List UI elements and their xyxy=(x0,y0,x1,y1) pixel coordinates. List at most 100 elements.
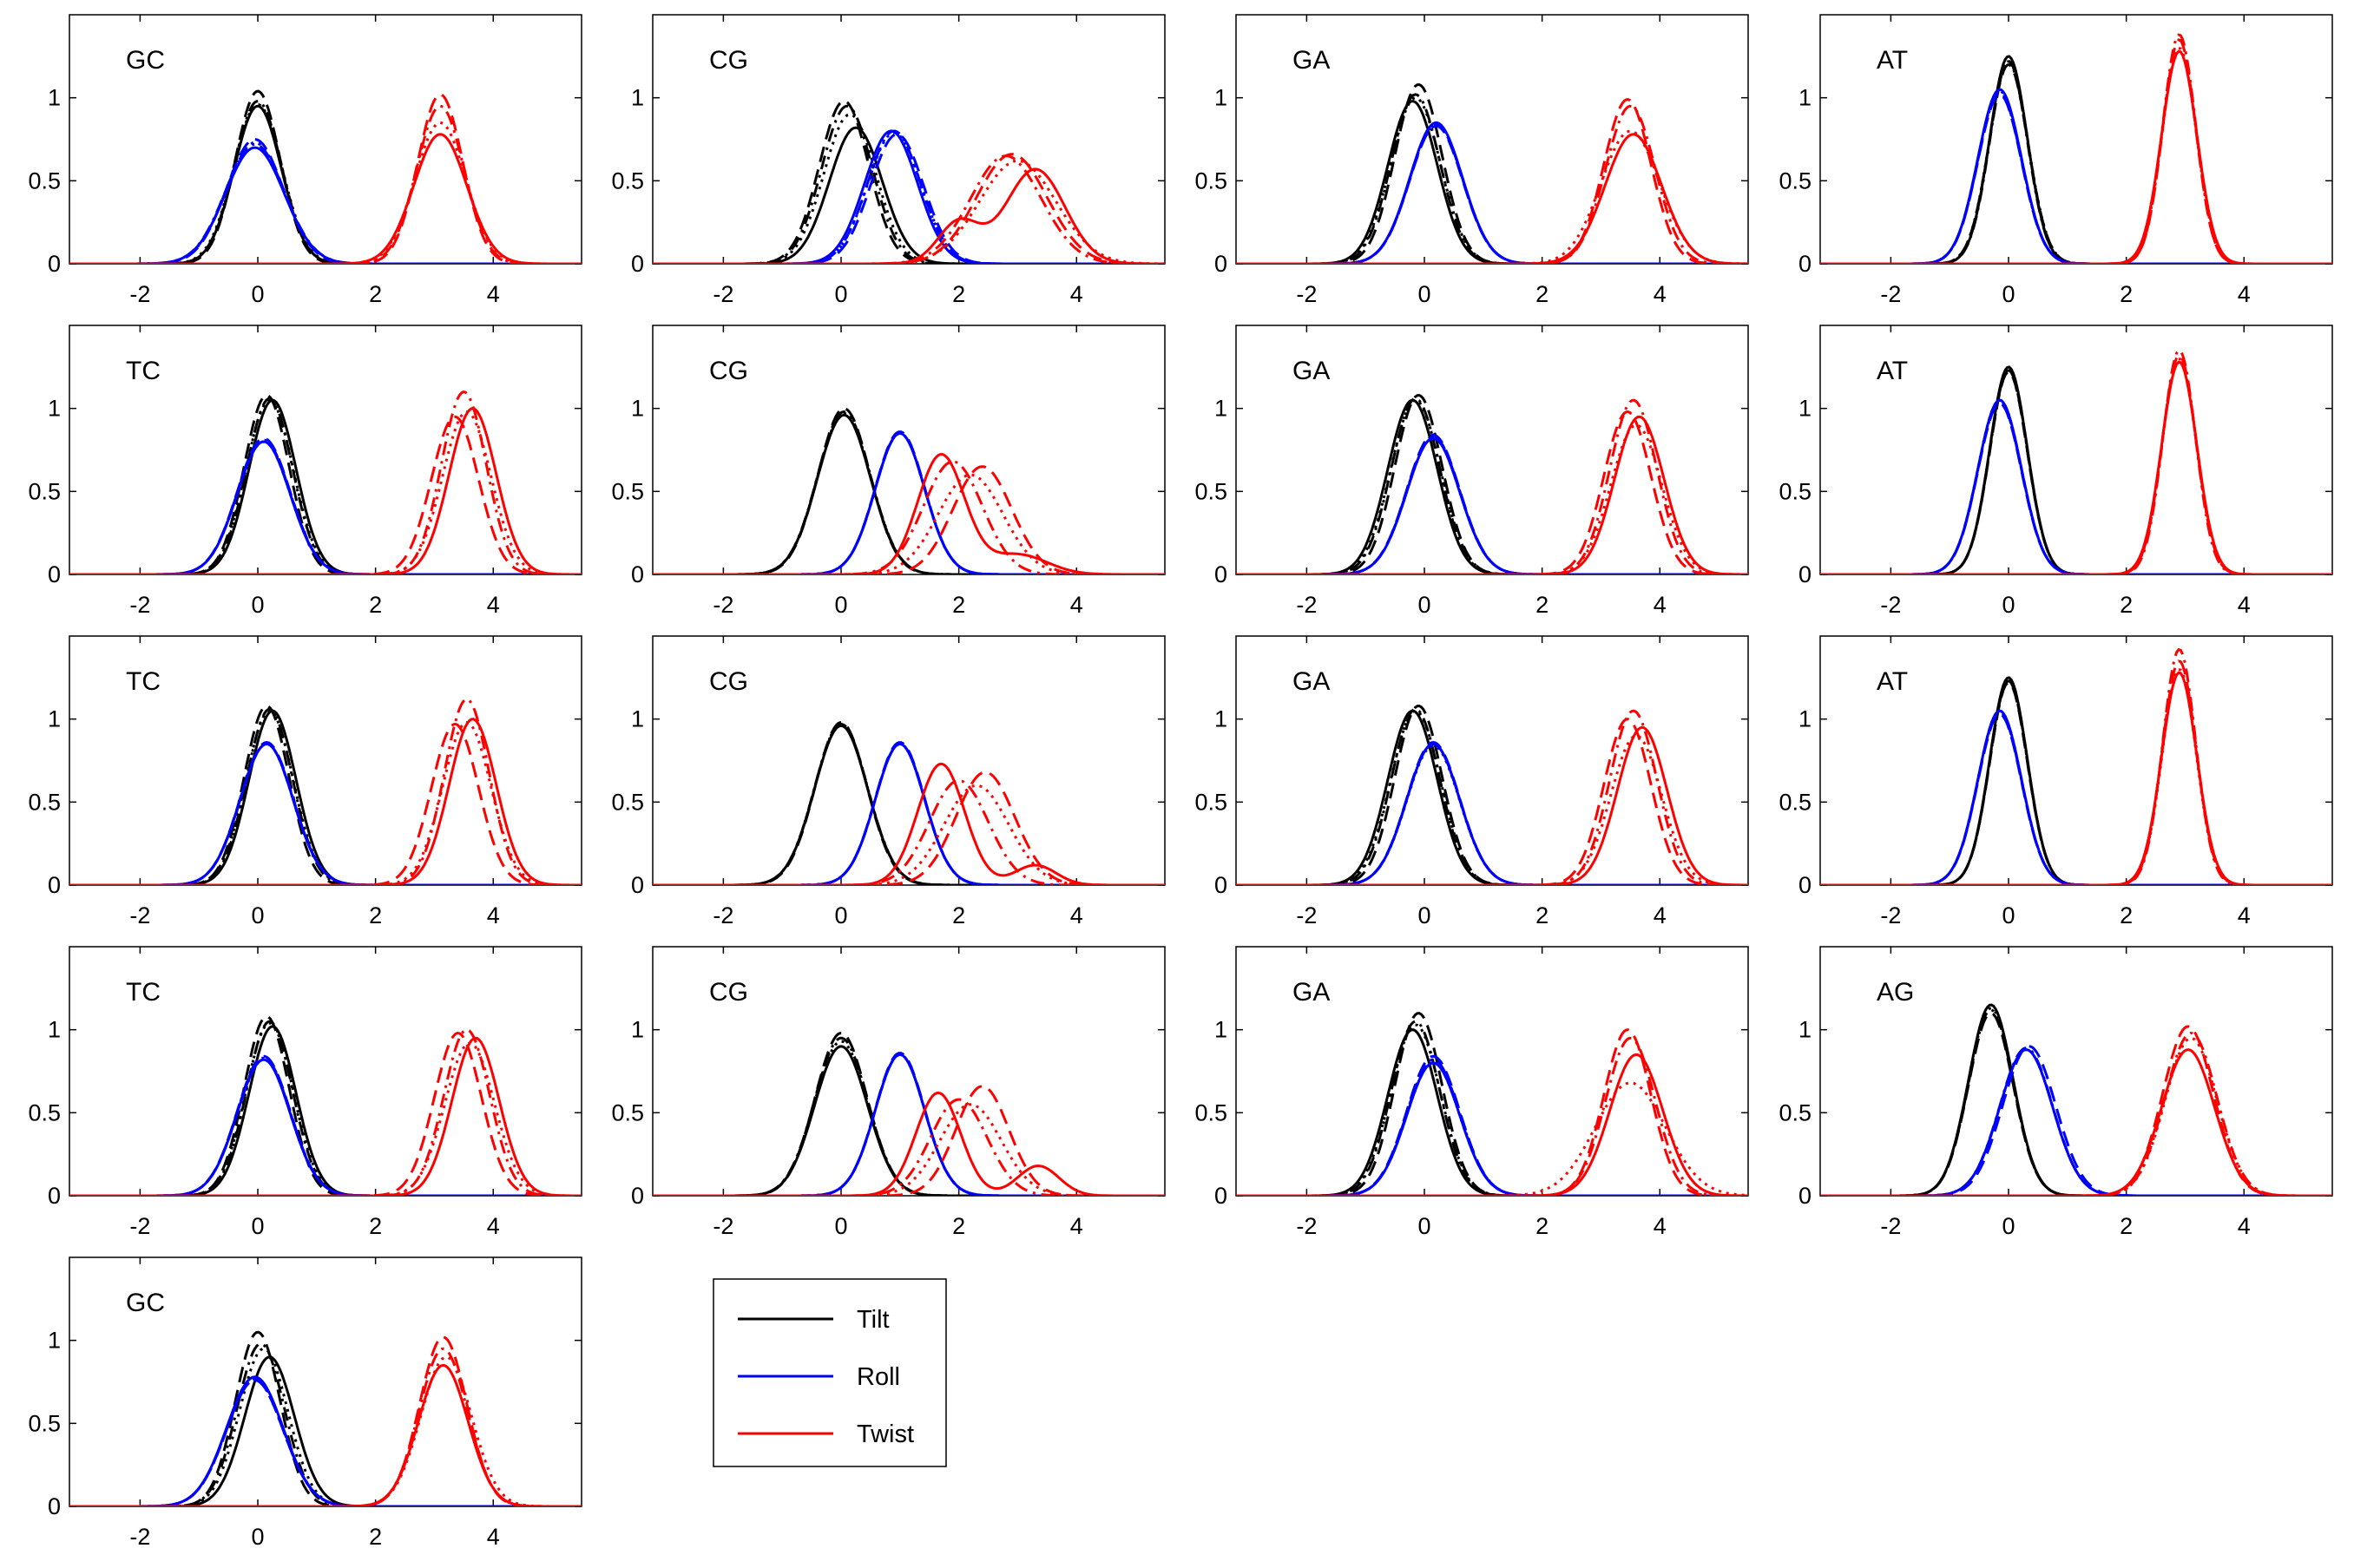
twist-curve-dashdot xyxy=(1820,1031,2332,1196)
curves xyxy=(69,89,582,264)
roll-curve-solid xyxy=(653,129,1165,264)
subplot-title: CG xyxy=(709,667,748,696)
axes-frame xyxy=(652,635,1166,886)
y-tick-label: 0.5 xyxy=(28,1410,61,1436)
y-tick-label: 1 xyxy=(631,706,644,732)
y-tick-label: 0.5 xyxy=(28,167,61,194)
subplot-title: AT xyxy=(1877,46,1908,75)
twist-curve-solid xyxy=(1236,725,1748,885)
y-tick-label: 0 xyxy=(1798,872,1812,898)
x-tick-label: 4 xyxy=(2238,592,2251,618)
x-tick-label: 0 xyxy=(1417,1213,1430,1239)
x-tick-label: 2 xyxy=(952,902,965,928)
x-tick-label: 4 xyxy=(2238,281,2251,307)
x-tick-label: 2 xyxy=(1535,592,1549,618)
y-tick-label: 0 xyxy=(1798,251,1812,277)
roll-curve-dashed xyxy=(1820,1045,2332,1196)
subplot-tc-3-0: -2 0 2 4 0 0.5 1 TC xyxy=(28,946,582,1239)
y-tick-label: 0 xyxy=(48,872,61,898)
y-tick-label: 0.5 xyxy=(1194,478,1227,504)
curves xyxy=(1236,82,1748,264)
x-tick-label: -2 xyxy=(129,1213,150,1239)
roll-curve-dashdot xyxy=(653,432,1165,574)
x-tick-label: -2 xyxy=(1296,1213,1317,1239)
x-tick-label: 2 xyxy=(369,592,382,618)
roll-curve-dashed xyxy=(653,133,1165,264)
x-tick-label: 2 xyxy=(952,592,965,618)
twist-curve-solid xyxy=(69,407,582,574)
subplot-ag-3-3: -2 0 2 4 0 0.5 1 AG xyxy=(1779,946,2333,1239)
x-tick-label: 0 xyxy=(834,592,847,618)
tilt-curve-dashdot xyxy=(653,410,1165,574)
x-tick-label: 2 xyxy=(369,1524,382,1550)
subplot-title: GA xyxy=(1292,978,1330,1007)
subplot-ga-3-2: -2 0 2 4 0 0.5 1 GA xyxy=(1194,946,1749,1239)
y-tick-label: 0.5 xyxy=(611,789,644,815)
subplot-title: GA xyxy=(1292,357,1330,385)
x-tick-label: -2 xyxy=(1880,902,1901,928)
twist-curve-dashed xyxy=(1236,98,1748,264)
tilt-curve-solid xyxy=(653,126,1165,264)
x-tick-label: 4 xyxy=(487,1213,500,1239)
y-tick-label: 0.5 xyxy=(28,478,61,504)
x-tick-label: 0 xyxy=(1417,592,1430,618)
twist-curve-dotted xyxy=(653,473,1165,574)
x-tick-label: 2 xyxy=(1535,902,1549,928)
y-tick-label: 1 xyxy=(1798,1017,1812,1043)
twist-curve-dashed xyxy=(69,415,582,574)
x-tick-label: 0 xyxy=(2002,902,2015,928)
subplot-title: AT xyxy=(1877,667,1908,696)
y-tick-label: 1 xyxy=(631,85,644,111)
y-tick-label: 0 xyxy=(48,251,61,277)
roll-curve-dashdot xyxy=(653,1053,1165,1196)
twist-curve-solid xyxy=(653,452,1165,574)
tilt-curve-dashed xyxy=(653,99,1165,264)
tilt-curve-dotted xyxy=(653,1040,1165,1196)
x-tick-label: -2 xyxy=(713,1213,733,1239)
twist-curve-solid xyxy=(69,1036,582,1196)
twist-curve-dashdot xyxy=(69,1028,582,1196)
curves xyxy=(69,390,582,574)
twist-curve-dashdot xyxy=(653,460,1165,574)
twist-curve-dashed xyxy=(1820,353,2332,574)
x-tick-label: 0 xyxy=(834,1213,847,1239)
y-tick-label: 1 xyxy=(48,706,61,732)
x-tick-label: 4 xyxy=(1654,1213,1667,1239)
x-tick-label: 0 xyxy=(834,281,847,307)
twist-curve-solid xyxy=(1820,49,2332,264)
x-tick-label: -2 xyxy=(713,902,733,928)
twist-curve-solid xyxy=(1236,1053,1748,1196)
subplot-title: CG xyxy=(709,357,748,385)
roll-curve-dotted xyxy=(69,141,582,264)
x-tick-label: -2 xyxy=(1880,281,1901,307)
subplot-gc-4-0: -2 0 2 4 0 0.5 1 GC xyxy=(28,1256,582,1550)
x-tick-label: 2 xyxy=(369,281,382,307)
y-tick-label: 0 xyxy=(1214,1183,1227,1209)
y-tick-label: 0.5 xyxy=(611,167,644,194)
x-tick-label: -2 xyxy=(129,281,150,307)
subplot-at-1-3: -2 0 2 4 0 0.5 1 AT xyxy=(1779,325,2333,618)
y-tick-label: 0.5 xyxy=(1779,167,1812,194)
y-tick-label: 1 xyxy=(631,1017,644,1043)
y-tick-label: 0 xyxy=(631,561,644,587)
subplot-title: TC xyxy=(126,667,161,696)
y-tick-label: 1 xyxy=(1214,396,1227,422)
x-tick-label: 0 xyxy=(2002,592,2015,618)
y-tick-label: 1 xyxy=(48,1017,61,1043)
subplot-cg-0-1: -2 0 2 4 0 0.5 1 CG xyxy=(611,14,1166,307)
x-tick-label: 4 xyxy=(1654,902,1667,928)
roll-curve-dashdot xyxy=(69,1377,582,1506)
x-tick-label: 0 xyxy=(1417,281,1430,307)
subplot-cg-2-1: -2 0 2 4 0 0.5 1 CG xyxy=(611,635,1166,928)
x-tick-label: 4 xyxy=(487,902,500,928)
x-tick-label: 0 xyxy=(2002,281,2015,307)
subplot-title: GA xyxy=(1292,667,1330,696)
roll-curve-dashed xyxy=(1236,124,1748,264)
curves xyxy=(69,1330,582,1506)
x-tick-label: 0 xyxy=(251,281,264,307)
axes-frame xyxy=(1235,325,1749,575)
twist-curve-dashed xyxy=(69,93,582,264)
legend-label-tilt: Tilt xyxy=(857,1306,890,1334)
x-tick-label: 0 xyxy=(251,592,264,618)
y-tick-label: 1 xyxy=(631,396,644,422)
